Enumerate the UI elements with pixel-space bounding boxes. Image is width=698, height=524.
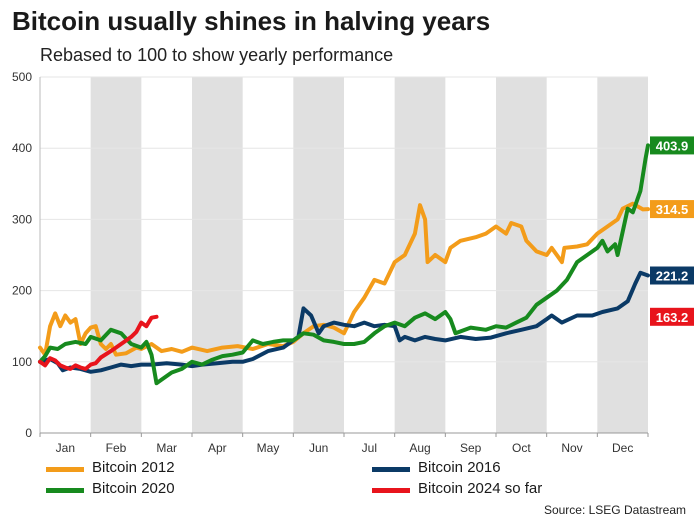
end-label-box-bitcoin-2024-so-far [650, 307, 694, 326]
legend-label-2012: Bitcoin 2012 [92, 459, 175, 476]
end-label-bitcoin-2020: 403.9 [650, 136, 694, 155]
month-band-feb [90, 77, 142, 433]
series-line-bitcoin-2024-so-far [38, 314, 159, 371]
end-label-text-bitcoin-2012: 314.5 [656, 202, 689, 217]
chart-title: Bitcoin usually shines in halving years [12, 6, 491, 36]
x-tick-label-dec: Dec [612, 441, 633, 455]
month-band-apr [192, 77, 243, 433]
x-tick-label-jul: Jul [362, 441, 377, 455]
x-tick-label-sep: Sep [460, 441, 482, 455]
y-tick-label-100: 100 [12, 355, 32, 369]
y-tick-label-500: 500 [12, 70, 32, 84]
source-note: Source: LSEG Datastream [543, 503, 686, 517]
x-tick-label-oct: Oct [512, 441, 531, 455]
month-band-oct [496, 77, 547, 433]
end-label-box-bitcoin-2012 [650, 200, 694, 219]
legend-label-2016: Bitcoin 2016 [418, 459, 501, 476]
end-label-bitcoin-2016: 221.2 [650, 266, 694, 285]
x-tick-label-aug: Aug [409, 441, 430, 455]
series-line-bitcoin-2020 [38, 143, 650, 386]
x-tick-label-may: May [257, 441, 280, 455]
x-tick-label-jan: Jan [56, 441, 75, 455]
end-label-text-bitcoin-2020: 403.9 [656, 138, 689, 153]
chart-subtitle: Rebased to 100 to show yearly performanc… [40, 45, 394, 65]
y-tick-label-0: 0 [25, 426, 32, 440]
end-label-box-bitcoin-2016 [650, 266, 694, 285]
end-label-box-bitcoin-2020 [650, 136, 694, 155]
line-chart: 0 100 200 300 400 500 Jan Feb Mar Apr May Jun Jul Aug… [12, 70, 694, 455]
x-tick-label-feb: Feb [106, 441, 127, 455]
legend-label-2024: Bitcoin 2024 so far [418, 480, 543, 497]
x-tick-label-mar: Mar [156, 441, 177, 455]
y-tick-label-200: 200 [12, 284, 32, 298]
legend-swatch-2024 [372, 488, 410, 493]
legend-swatch-2016 [372, 467, 410, 472]
y-tick-label-400: 400 [12, 141, 32, 155]
month-band-dec [597, 77, 648, 433]
end-label-text-bitcoin-2024-so-far: 163.2 [656, 310, 689, 325]
y-tick-label-300: 300 [12, 212, 32, 226]
series-line-bitcoin-2016 [38, 270, 650, 374]
end-label-text-bitcoin-2016: 221.2 [656, 269, 689, 284]
end-label-bitcoin-2012: 314.5 [650, 200, 694, 219]
x-tick-label-jun: Jun [309, 441, 328, 455]
x-tick-label-apr: Apr [208, 441, 227, 455]
legend-label-2020: Bitcoin 2020 [92, 480, 175, 497]
legend-swatch-2020 [46, 488, 84, 493]
legend-swatch-2012 [46, 467, 84, 472]
x-tick-label-nov: Nov [561, 441, 582, 455]
end-label-bitcoin-2024-so-far: 163.2 [650, 307, 694, 326]
month-band-jun [293, 77, 344, 433]
